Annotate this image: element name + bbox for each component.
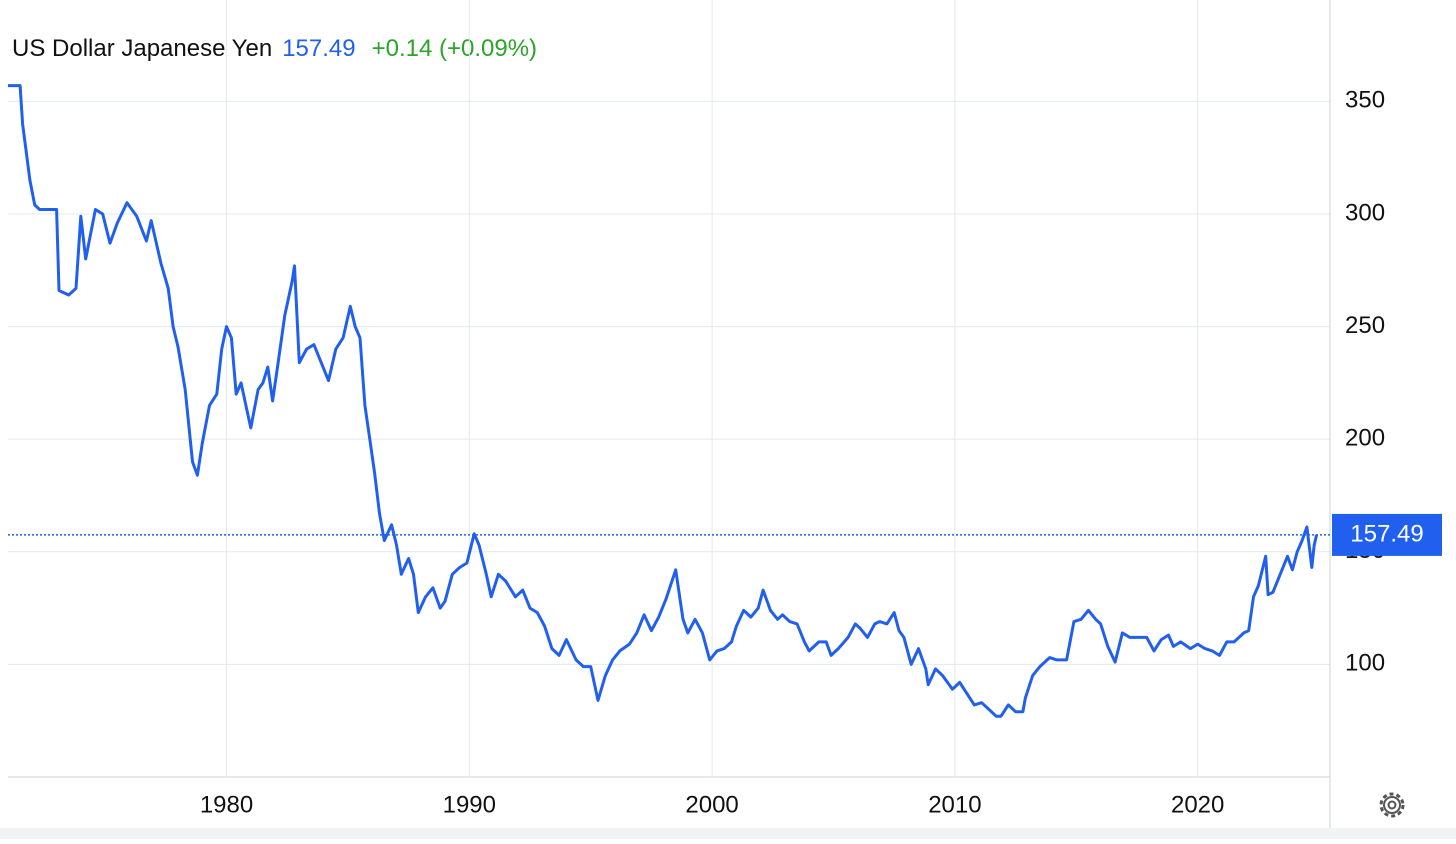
y-tick-label: 100: [1345, 650, 1385, 677]
title-text: US Dollar Japanese Yen: [12, 35, 272, 62]
y-tick-label: 250: [1345, 312, 1385, 339]
x-tick-label: 2010: [928, 791, 981, 818]
price-change: +0.14 (+0.09%): [372, 35, 537, 62]
y-tick-label: 350: [1345, 87, 1385, 114]
last-price-box: [1332, 513, 1442, 556]
x-tick-label: 2000: [685, 791, 738, 818]
settings-icon[interactable]: [1379, 792, 1405, 818]
chart-title: US Dollar Japanese Yen 157.49 +0.14 (+0.09…: [12, 35, 537, 62]
last-price: 157.49: [282, 35, 355, 62]
footer-strip: [0, 828, 1456, 839]
price-line: [8, 84, 1319, 718]
x-tick-label: 2020: [1171, 791, 1224, 818]
last-price-label: 157.49: [1350, 520, 1423, 547]
x-tick-label: 1980: [200, 791, 253, 818]
x-tick-label: 1990: [443, 791, 496, 818]
y-tick-label: 200: [1345, 425, 1385, 452]
y-tick-label: 300: [1345, 199, 1385, 226]
